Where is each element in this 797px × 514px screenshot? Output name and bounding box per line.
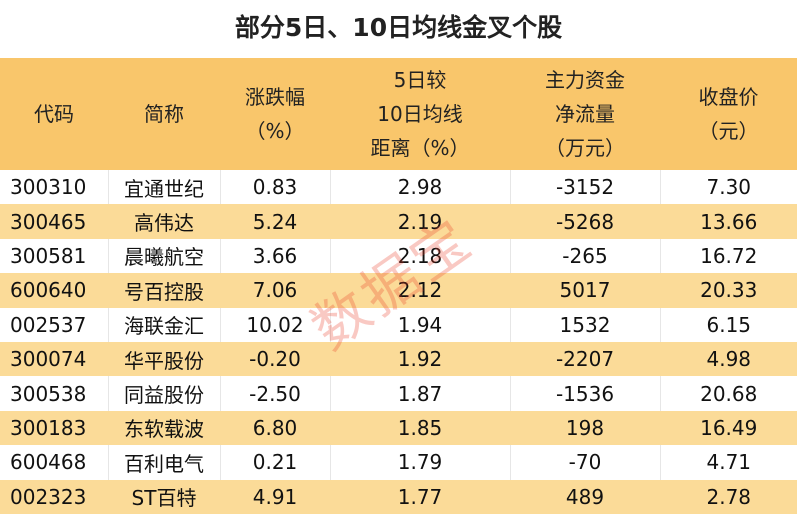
table-cell: 489 — [509, 479, 660, 514]
table-cell: -5268 — [509, 204, 660, 239]
table-cell: -0.20 — [219, 341, 330, 377]
table-cell: 百利电气 — [107, 445, 220, 480]
table-cell: 4.91 — [219, 479, 330, 514]
table-cell: -265 — [509, 238, 660, 274]
table-cell: 华平股份 — [107, 341, 220, 377]
table-cell: 13.66 — [659, 204, 797, 239]
table-body: 300310 宜通世纪 0.83 2.98 -3152 7.30 300465 高伟达 5.24… — [0, 170, 797, 514]
header-cell: 5日较 10日均线距离（%） — [330, 58, 510, 170]
table-cell: 1.87 — [329, 376, 510, 411]
header-line: 5日较 — [393, 68, 447, 92]
table-cell: 2.19 — [329, 204, 510, 239]
table-cell: 4.98 — [659, 341, 797, 377]
table-cell: 16.49 — [659, 410, 797, 446]
table-cell: ST百特 — [107, 479, 220, 514]
header-cell: 涨跌幅 （%） — [220, 58, 330, 170]
table-cell: 1.77 — [329, 479, 510, 514]
table-cell: 号百控股 — [107, 273, 220, 308]
header-cell: 代码 — [0, 58, 108, 170]
table-cell: 7.06 — [219, 273, 330, 308]
table-row: 300183 东软载波 6.80 1.85 198 16.49 — [0, 410, 797, 446]
table-cell: 2.18 — [329, 238, 510, 274]
table-cell: 16.72 — [659, 238, 797, 274]
table-cell: 2.12 — [329, 273, 510, 308]
table-cell: 1.79 — [329, 445, 510, 480]
header-cell: 收盘价 （元） — [660, 58, 797, 170]
table-cell: 3.66 — [219, 238, 330, 274]
table-cell: 002537 — [0, 307, 108, 342]
header-line: （%） — [245, 119, 305, 143]
table-cell: 东软载波 — [107, 410, 220, 446]
table-cell: 2.78 — [659, 479, 797, 514]
table-cell: 600640 — [0, 273, 108, 308]
table-row: 300538 同益股份 -2.50 1.87 -1536 20.68 — [0, 376, 797, 411]
table-cell: 海联金汇 — [107, 307, 220, 342]
table-row: 600640 号百控股 7.06 2.12 5017 20.33 — [0, 273, 797, 308]
table-cell: 2.98 — [329, 170, 510, 205]
table-cell: -2.50 — [219, 376, 330, 411]
table-cell: 1532 — [509, 307, 660, 342]
header-line: 代码 — [34, 102, 74, 126]
table-cell: 600468 — [0, 445, 108, 480]
table-cell: 4.71 — [659, 445, 797, 480]
header-line: （万元） — [545, 136, 625, 160]
header-cell: 主力资金净流量 （万元） — [510, 58, 660, 170]
table-cell: 6.15 — [659, 307, 797, 342]
header-row: 代码 简称 涨跌幅 （%） 5日较 10日均线距离（%） 主力资金净流量 （万元） 收盘价 （元） — [0, 58, 797, 170]
table-row: 300310 宜通世纪 0.83 2.98 -3152 7.30 — [0, 170, 797, 205]
table-row: 002537 海联金汇 10.02 1.94 1532 6.15 — [0, 307, 797, 342]
header-line: 主力资金 — [545, 68, 625, 92]
header-line: 简称 — [144, 102, 184, 126]
table-cell: 002323 — [0, 479, 108, 514]
table-cell: 5017 — [509, 273, 660, 308]
table-cell: 300581 — [0, 238, 108, 274]
header-line: 距离（%） — [370, 136, 470, 160]
table-cell: -70 — [509, 445, 660, 480]
header-cell: 简称 — [108, 58, 220, 170]
table-cell: -1536 — [509, 376, 660, 411]
table-cell: 198 — [509, 410, 660, 446]
header-line: 10日均线 — [377, 102, 463, 126]
table-row: 002323 ST百特 4.91 1.77 489 2.78 — [0, 479, 797, 514]
table-cell: 晨曦航空 — [107, 238, 220, 274]
table-cell: 10.02 — [219, 307, 330, 342]
table-cell: 宜通世纪 — [107, 170, 220, 205]
table-cell: 1.92 — [329, 341, 510, 377]
table-cell: 300310 — [0, 170, 108, 205]
data-table: 代码 简称 涨跌幅 （%） 5日较 10日均线距离（%） 主力资金净流量 （万元） 收盘价 （元）… — [0, 58, 797, 514]
table-cell: 6.80 — [219, 410, 330, 446]
table-cell: 高伟达 — [107, 204, 220, 239]
table-row: 300074 华平股份 -0.20 1.92 -2207 4.98 — [0, 341, 797, 377]
table-row: 600468 百利电气 0.21 1.79 -70 4.71 — [0, 445, 797, 480]
header-line: 涨跌幅 — [245, 85, 305, 109]
header-line: （元） — [698, 119, 759, 143]
table-cell: 1.94 — [329, 307, 510, 342]
table-cell: 20.33 — [659, 273, 797, 308]
table-cell: 20.68 — [659, 376, 797, 411]
table-cell: 同益股份 — [107, 376, 220, 411]
header-line: 净流量 — [555, 102, 615, 126]
table-row: 300465 高伟达 5.24 2.19 -5268 13.66 — [0, 204, 797, 239]
header-line: 收盘价 — [698, 85, 759, 109]
table-cell: 300465 — [0, 204, 108, 239]
table-cell: 1.85 — [329, 410, 510, 446]
table-cell: 300538 — [0, 376, 108, 411]
table-cell: -3152 — [509, 170, 660, 205]
table-cell: 0.21 — [219, 445, 330, 480]
table-cell: 300183 — [0, 410, 108, 446]
table-cell: 300074 — [0, 341, 108, 377]
table-cell: 5.24 — [219, 204, 330, 239]
table-cell: -2207 — [509, 341, 660, 377]
title: 部分5日、10日均线金叉个股 — [234, 13, 563, 42]
table-cell: 0.83 — [219, 170, 330, 205]
table-row: 300581 晨曦航空 3.66 2.18 -265 16.72 — [0, 238, 797, 274]
table-cell: 7.30 — [659, 170, 797, 205]
